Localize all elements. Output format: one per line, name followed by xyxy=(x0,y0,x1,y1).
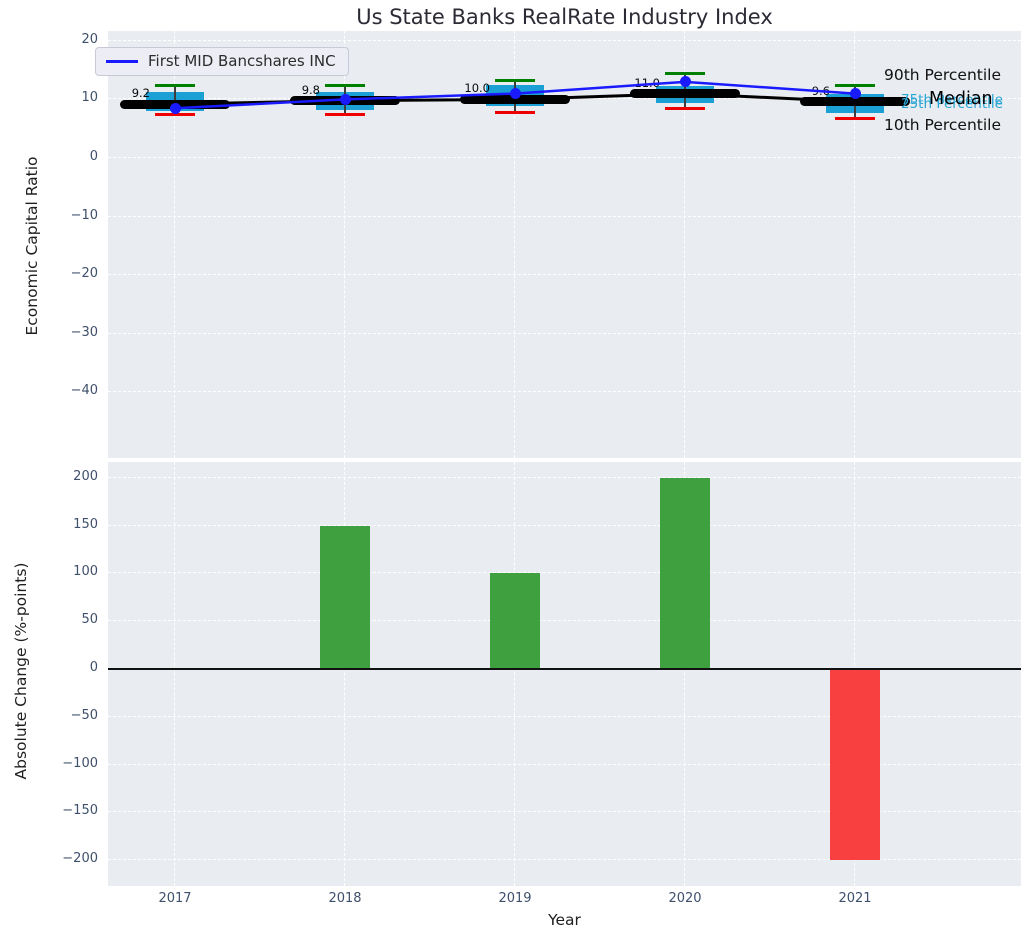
x-tick-label: 2021 xyxy=(838,891,872,906)
top-plot: 9.2 9.8 10.0 11.0 9.6 xyxy=(108,31,1021,458)
y-tick-label: 20 xyxy=(81,31,98,47)
median-marker xyxy=(460,94,570,104)
gridline-vertical xyxy=(514,31,515,458)
p90-cap xyxy=(155,83,195,87)
median-marker xyxy=(800,97,910,107)
gridline-horizontal xyxy=(108,763,1021,765)
gridline-vertical xyxy=(344,462,345,886)
y-tick-label: 0 xyxy=(89,149,98,164)
y-tick-label: 50 xyxy=(81,612,98,628)
y-tick-label: −30 xyxy=(70,324,98,340)
gridline-horizontal xyxy=(108,39,1021,41)
company-line xyxy=(174,80,856,110)
gridline-horizontal xyxy=(108,215,1021,217)
y-tick-label: 150 xyxy=(73,516,98,532)
y-tick-label: 10 xyxy=(81,90,98,106)
y-tick-label: −40 xyxy=(70,383,98,399)
gridline-vertical xyxy=(854,31,855,458)
change-bar xyxy=(320,525,370,669)
annotation-10th-percentile: 10th Percentile xyxy=(884,116,1002,134)
p10-cap xyxy=(835,116,875,120)
annotation-75th-percentile: 75th Percentile xyxy=(901,92,1003,108)
annotation-90th-percentile: 90th Percentile xyxy=(884,66,1002,84)
gridline-vertical xyxy=(344,31,345,458)
y-tick-label: −150 xyxy=(62,803,98,819)
company-marker xyxy=(339,93,351,105)
legend-label: First MID Bancshares INC xyxy=(148,52,336,70)
gridline-horizontal xyxy=(108,572,1021,574)
x-tick-label: 2019 xyxy=(498,891,532,906)
gridline-horizontal xyxy=(108,274,1021,276)
gridline-vertical xyxy=(684,31,685,458)
change-bar xyxy=(490,573,540,669)
gridline-vertical xyxy=(174,462,175,886)
chart-title: Us State Banks RealRate Industry Index xyxy=(356,5,773,29)
p90-cap xyxy=(835,84,875,88)
gridline-horizontal xyxy=(108,332,1021,334)
y-tick-label: 0 xyxy=(89,660,98,675)
median-value-label: 9.2 xyxy=(131,86,150,101)
x-tick-label: 2018 xyxy=(328,891,362,906)
p90-cap xyxy=(665,72,705,76)
company-marker xyxy=(509,88,521,100)
median-value-label: 9.8 xyxy=(301,82,320,97)
gridline-vertical xyxy=(514,462,515,886)
x-tick-label: 2020 xyxy=(668,891,702,906)
bottom-y-axis-label: Absolute Change (%-points) xyxy=(12,562,30,780)
annotation-median: Median xyxy=(929,89,993,109)
company-marker xyxy=(849,88,861,100)
gridline-horizontal xyxy=(108,157,1021,158)
top-y-axis-label: Economic Capital Ratio xyxy=(23,156,41,336)
y-tick-label: −200 xyxy=(62,851,98,867)
y-tick-label: 100 xyxy=(73,564,98,580)
gridline-horizontal xyxy=(108,859,1021,861)
p90-cap xyxy=(325,83,365,87)
p10-cap xyxy=(495,111,535,115)
company-marker xyxy=(169,102,181,114)
y-tick-label: −50 xyxy=(70,707,98,723)
change-bar xyxy=(830,669,880,861)
median-value-label: 10.0 xyxy=(464,81,490,96)
legend-line-icon xyxy=(106,59,138,63)
gridline-horizontal xyxy=(108,524,1021,526)
x-axis-label: Year xyxy=(548,911,581,929)
median-marker xyxy=(630,89,740,99)
gridline-horizontal xyxy=(108,391,1021,393)
x-tick-label: 2017 xyxy=(158,891,192,906)
gridline-vertical xyxy=(174,31,175,458)
gridline-horizontal xyxy=(108,476,1021,478)
company-marker xyxy=(679,76,691,88)
bottom-plot xyxy=(108,462,1021,886)
y-tick-label: −100 xyxy=(62,755,98,771)
gridline-horizontal xyxy=(108,811,1021,813)
gridline-horizontal xyxy=(108,715,1021,717)
y-tick-label: −10 xyxy=(70,207,98,223)
y-tick-label: −20 xyxy=(70,266,98,282)
p90-cap xyxy=(495,78,535,82)
gridline-vertical xyxy=(684,462,685,886)
y-tick-label: 200 xyxy=(73,468,98,484)
legend: First MID Bancshares INC xyxy=(95,47,349,76)
p10-cap xyxy=(155,113,195,117)
p10-cap xyxy=(325,112,365,116)
p10-cap xyxy=(665,107,705,111)
gridline-horizontal xyxy=(108,620,1021,622)
annotation-25th-percentile: 25th Percentile xyxy=(901,96,1003,112)
change-bar xyxy=(660,477,710,669)
zero-line xyxy=(108,668,1021,670)
